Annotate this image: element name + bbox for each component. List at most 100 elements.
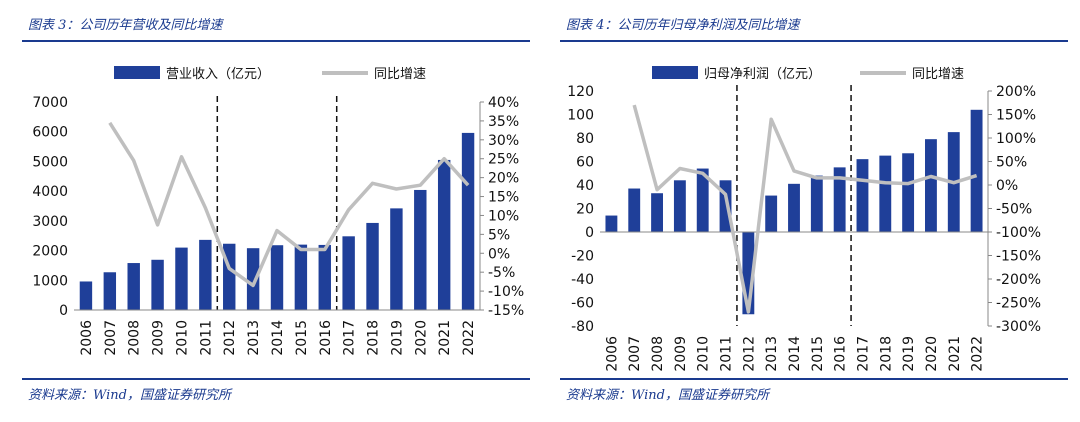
x-tick-label-2022: 2022 — [461, 320, 477, 356]
chart-source: 资料来源：Wind，国盛证券研究所 — [566, 388, 769, 403]
bar-2019 — [902, 153, 915, 232]
y-left-tick-label: 60 — [576, 155, 594, 171]
y-left-tick-label: -40 — [571, 272, 594, 288]
net-profit-chart: 归母净利润（亿元） 同比增速 -80 -60 -40 -20 0 20 40 60 80 100 120… — [567, 66, 1041, 372]
x-tick-label-2020: 2020 — [924, 336, 940, 372]
y-right-tick-label: -100% — [996, 225, 1041, 241]
bar-2009 — [151, 259, 164, 310]
x-tick-label-2006: 2006 — [79, 320, 95, 356]
bar-2014 — [788, 183, 800, 232]
bar-2008 — [127, 263, 140, 310]
x-tick-label-2020: 2020 — [413, 320, 429, 356]
y-right-tick-label: -200% — [996, 272, 1041, 288]
x-tick-label-2018: 2018 — [366, 320, 382, 356]
x-tick-label-2012: 2012 — [741, 336, 757, 372]
y-left-tick-label: -80 — [571, 319, 594, 335]
y-right-tick-label: 35% — [488, 114, 519, 130]
x-tick-label-2009: 2009 — [673, 336, 689, 372]
y-right-tick-label: 0% — [488, 246, 510, 262]
y-right-tick-label: 150% — [996, 108, 1036, 124]
y-right-tick-label: -150% — [996, 249, 1041, 265]
source-divider — [22, 378, 530, 380]
bar-2011 — [719, 180, 732, 232]
y-left-tick-label: 4000 — [32, 184, 68, 200]
y-left-tick-label: 40 — [576, 178, 594, 194]
chart-panel-net-profit: 图表 4：公司历年归母净利润及同比增速 归母净利润（亿元） 同比增速 -80 -60 -… — [560, 0, 1080, 422]
y-right-tick-label: 200% — [996, 84, 1036, 100]
bar-2010 — [175, 247, 188, 310]
bar-2009 — [673, 180, 686, 232]
bar-2015 — [810, 175, 823, 232]
y-right-tick-label: -250% — [996, 296, 1041, 312]
y-left-tick-label: 2000 — [32, 244, 68, 260]
bar-2018 — [366, 222, 379, 310]
y-left-tick-label: -20 — [571, 249, 594, 265]
x-tick-label-2014: 2014 — [270, 320, 286, 356]
y-right-tick-label: -300% — [996, 319, 1041, 335]
bar-2013 — [765, 195, 778, 232]
bar-2010 — [696, 168, 709, 232]
bar-2022 — [970, 109, 983, 232]
x-tick-label-2021: 2021 — [437, 320, 453, 356]
x-tick-label-2009: 2009 — [151, 320, 167, 356]
y-right-tick-label: 100% — [996, 131, 1036, 147]
bar-2006 — [605, 215, 618, 232]
growth-rate-line — [108, 121, 470, 288]
title-divider — [22, 40, 530, 42]
y-left-tick-label: 1000 — [32, 273, 68, 289]
x-tick-label-2008: 2008 — [127, 320, 143, 356]
y-right-tick-label: -5% — [488, 265, 515, 281]
y-left-tick-label: 0 — [585, 225, 594, 241]
bar-2021 — [437, 159, 451, 310]
x-tick-label-2021: 2021 — [947, 336, 963, 372]
y-left-tick-label: 5000 — [32, 154, 68, 170]
y-right-tick-label: 0% — [996, 178, 1018, 194]
bar-2013 — [246, 248, 260, 310]
y-right-tick-label: 40% — [488, 95, 519, 111]
legend-line-label: 同比增速 — [912, 67, 964, 82]
bar-2022 — [461, 132, 475, 310]
x-tick-label-2007: 2007 — [627, 336, 643, 372]
legend-line-label: 同比增速 — [374, 67, 426, 82]
source-divider — [560, 378, 1068, 380]
bar-2019 — [390, 208, 403, 310]
x-tick-label-2016: 2016 — [833, 336, 849, 372]
legend-bar-label: 营业收入（亿元） — [166, 67, 270, 82]
y-left-tick-label: 20 — [576, 202, 594, 218]
y-right-tick-label: 25% — [488, 152, 519, 168]
revenue-chart: 营业收入（亿元） 同比增速 0 1000 2000 3000 4000 5000 6000 700… — [32, 66, 524, 356]
bar-2017 — [342, 236, 355, 310]
bar-2020 — [414, 189, 427, 310]
bar-2008 — [651, 193, 663, 232]
y-right-tick-label: -15% — [488, 303, 524, 319]
y-left-tick-label: 0 — [59, 303, 68, 319]
x-tick-label-2012: 2012 — [222, 320, 238, 356]
bar-2012 — [742, 232, 755, 315]
x-tick-label-2016: 2016 — [318, 320, 334, 356]
x-tick-label-2011: 2011 — [198, 320, 214, 356]
y-left-tick-label: 7000 — [32, 95, 68, 111]
chart-title: 图表 3：公司历年营收及同比增速 — [28, 18, 223, 33]
y-right-tick-label: 10% — [488, 208, 519, 224]
legend-bar-label: 归母净利润（亿元） — [704, 67, 821, 82]
y-left-tick-label: 3000 — [32, 214, 68, 230]
x-tick-label-2022: 2022 — [970, 336, 986, 372]
x-tick-label-2014: 2014 — [787, 336, 803, 372]
legend-bar-swatch — [652, 66, 698, 79]
x-tick-label-2013: 2013 — [764, 336, 780, 372]
x-tick-label-2019: 2019 — [901, 336, 917, 372]
bar-2017 — [856, 159, 869, 232]
x-tick-label-2013: 2013 — [246, 320, 262, 356]
x-tick-label-2018: 2018 — [878, 336, 894, 372]
x-tick-label-2011: 2011 — [719, 336, 735, 372]
bar-2016 — [833, 167, 846, 232]
x-tick-label-2015: 2015 — [810, 336, 826, 372]
y-right-tick-label: 30% — [488, 133, 519, 149]
x-tick-label-2007: 2007 — [103, 320, 119, 356]
bar-2007 — [628, 188, 641, 232]
x-tick-label-2006: 2006 — [604, 336, 620, 372]
bar-2020 — [925, 139, 937, 232]
y-left-tick-label: 80 — [576, 131, 594, 147]
y-right-tick-label: 50% — [996, 155, 1027, 171]
y-left-tick-label: 100 — [567, 108, 594, 124]
